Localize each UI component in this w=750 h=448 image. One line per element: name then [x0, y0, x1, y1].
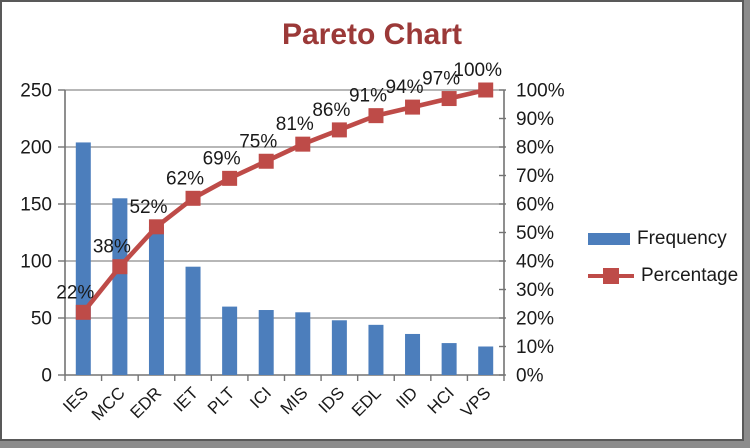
right-axis-tick-label: 10%: [516, 337, 554, 358]
left-axis-tick-label: 0: [41, 366, 52, 387]
frequency-bar-swatch-icon: [588, 233, 630, 245]
percentage-point-label: 38%: [93, 237, 131, 258]
right-axis-tick-label: 70%: [516, 166, 554, 187]
right-axis-tick-label: 50%: [516, 223, 554, 244]
right-axis-tick-label: 90%: [516, 109, 554, 130]
chart-title: Pareto Chart: [281, 18, 463, 51]
right-axis-tick-label: 20%: [516, 309, 554, 330]
percentage-swatch-marker: [603, 268, 619, 284]
percentage-point-label: 86%: [312, 100, 350, 121]
right-axis-tick-label: 0%: [516, 366, 544, 387]
right-axis-tick-label: 30%: [516, 280, 554, 301]
category-label-EDL: EDL: [348, 383, 385, 420]
category-label-EDR: EDR: [126, 383, 165, 422]
frequency-bar-IDS: [331, 320, 347, 375]
right-axis-tick-label: 80%: [516, 138, 554, 159]
left-axis-tick-label: 50: [31, 309, 52, 330]
percentage-line-swatch-icon: [588, 268, 634, 284]
frequency-bar-IES: [75, 142, 91, 375]
frequency-bar-HCI: [441, 343, 457, 375]
legend-item-percentage: Percentage: [588, 265, 738, 287]
frequency-bar-IID: [405, 333, 421, 375]
legend-label-percentage: Percentage: [641, 265, 739, 286]
right-axis-tick-label: 40%: [516, 252, 554, 273]
percentage-point-label: 91%: [349, 86, 387, 107]
legend-label-frequency: Frequency: [637, 228, 727, 249]
percentage-point-label: 81%: [276, 114, 314, 135]
frequency-bar-MCC: [112, 198, 128, 375]
frequency-bar-IET: [185, 266, 201, 375]
category-label-MIS: MIS: [277, 383, 312, 418]
percentage-point-label: 97%: [422, 69, 460, 90]
percentage-point-label: 62%: [166, 168, 204, 189]
percentage-marker-VPS: [478, 82, 494, 98]
frequency-bar-ICI: [258, 310, 274, 375]
left-axis-tick-label: 100: [20, 252, 52, 273]
percentage-point-label: 69%: [203, 148, 241, 169]
percentage-marker-IET: [185, 190, 201, 206]
percentage-point-label: 52%: [129, 197, 167, 218]
frequency-bar-VPS: [478, 346, 494, 375]
percentage-point-label: 100%: [453, 60, 502, 81]
plot-area: 0 50 100 150 200 250 0% 10% 20% 30% 40% 50% 60% 70% 80…: [20, 60, 565, 424]
percentage-marker-EDR: [148, 219, 164, 235]
frequency-bar-MIS: [295, 312, 311, 375]
percentage-marker-PLT: [222, 170, 238, 186]
category-label-ICI: ICI: [246, 383, 275, 412]
left-axis-tick-label: 250: [20, 81, 52, 102]
left-axis-tick-label: 150: [20, 195, 52, 216]
pareto-chart-frame: Pareto Chart 0 50 100 150 200 250 0% 10% 20% 30% 4…: [0, 0, 744, 441]
percentage-marker-IID: [405, 99, 421, 115]
category-label-IID: IID: [393, 383, 422, 412]
category-label-IDS: IDS: [315, 383, 348, 416]
frequency-bar-PLT: [222, 306, 238, 375]
percentage-marker-MIS: [295, 136, 311, 152]
percentage-marker-HCI: [441, 91, 457, 107]
percentage-marker-IES: [75, 304, 91, 320]
percentage-marker-ICI: [258, 153, 274, 169]
category-label-IET: IET: [170, 383, 202, 415]
category-label-VPS: VPS: [457, 383, 494, 420]
legend-item-frequency: Frequency: [588, 228, 738, 250]
frequency-bar-EDR: [148, 226, 164, 375]
percentage-marker-EDL: [368, 108, 384, 124]
category-label-MCC: MCC: [88, 383, 129, 424]
percentage-point-label: 94%: [386, 77, 424, 98]
percentage-point-label: 22%: [56, 282, 94, 303]
frequency-bar-EDL: [368, 324, 384, 375]
percentage-point-label: 75%: [239, 131, 277, 152]
legend: Frequency Percentage: [588, 228, 738, 287]
left-axis-tick-label: 200: [20, 138, 52, 159]
category-label-HCI: HCI: [424, 383, 458, 417]
category-label-PLT: PLT: [204, 383, 239, 418]
right-axis-tick-label: 60%: [516, 195, 554, 216]
percentage-marker-IDS: [331, 122, 347, 138]
percentage-marker-MCC: [112, 259, 128, 275]
right-axis-tick-label: 100%: [516, 81, 565, 102]
